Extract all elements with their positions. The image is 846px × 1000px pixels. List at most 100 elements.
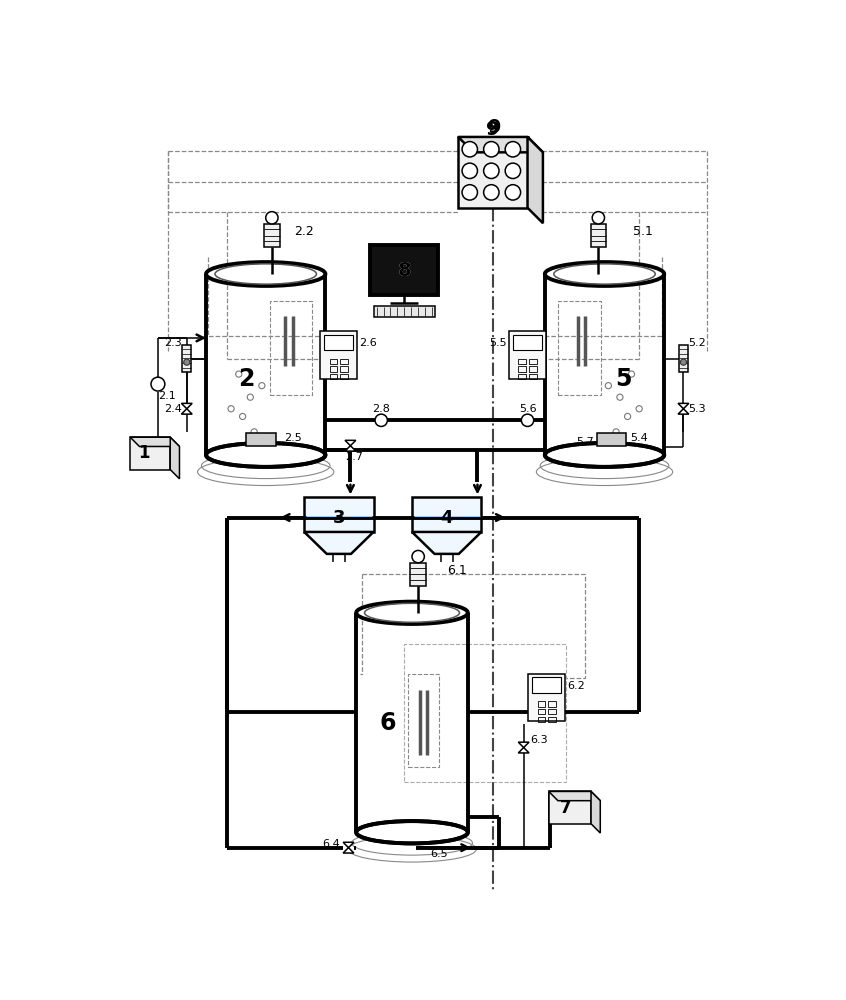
Polygon shape bbox=[130, 437, 179, 446]
Text: 5: 5 bbox=[616, 367, 632, 391]
Text: 2.4: 2.4 bbox=[164, 404, 182, 414]
Circle shape bbox=[375, 414, 387, 426]
Circle shape bbox=[505, 142, 520, 157]
Bar bbox=[374, 306, 435, 317]
Bar bbox=[529, 374, 536, 379]
Bar bbox=[410, 563, 426, 586]
Ellipse shape bbox=[356, 602, 468, 624]
Ellipse shape bbox=[545, 262, 664, 286]
Polygon shape bbox=[345, 446, 356, 451]
Text: 3: 3 bbox=[332, 509, 345, 527]
Bar bbox=[340, 359, 348, 364]
Circle shape bbox=[184, 359, 190, 365]
Polygon shape bbox=[170, 437, 179, 479]
Bar bbox=[340, 366, 348, 372]
Text: 6.5: 6.5 bbox=[430, 849, 448, 859]
Bar bbox=[264, 224, 279, 247]
Text: 6.2: 6.2 bbox=[567, 681, 585, 691]
Bar bbox=[509, 331, 546, 379]
Circle shape bbox=[462, 185, 477, 200]
Bar bbox=[519, 359, 526, 364]
Polygon shape bbox=[678, 403, 689, 409]
Text: 2.5: 2.5 bbox=[283, 433, 301, 443]
Circle shape bbox=[412, 550, 425, 563]
Text: 5.2: 5.2 bbox=[689, 338, 706, 348]
Bar bbox=[529, 366, 536, 372]
Bar bbox=[537, 701, 545, 707]
Circle shape bbox=[484, 185, 499, 200]
Bar bbox=[558, 301, 601, 395]
Text: 6.3: 6.3 bbox=[530, 735, 548, 745]
Bar bbox=[596, 433, 626, 446]
Bar bbox=[513, 335, 542, 350]
Bar bbox=[528, 674, 565, 721]
Bar bbox=[548, 709, 556, 714]
Bar bbox=[537, 717, 545, 722]
Bar bbox=[408, 674, 439, 767]
Bar bbox=[270, 301, 312, 395]
Ellipse shape bbox=[545, 443, 664, 467]
Bar bbox=[459, 137, 528, 208]
Text: 8: 8 bbox=[398, 261, 411, 280]
Bar bbox=[330, 359, 338, 364]
Text: 9: 9 bbox=[486, 120, 500, 139]
Text: 5.1: 5.1 bbox=[633, 225, 653, 238]
Ellipse shape bbox=[206, 443, 326, 467]
Circle shape bbox=[680, 359, 686, 365]
Text: 2.7: 2.7 bbox=[345, 452, 363, 462]
Circle shape bbox=[521, 414, 534, 426]
Polygon shape bbox=[678, 409, 689, 414]
Polygon shape bbox=[305, 532, 374, 554]
Text: 7: 7 bbox=[560, 799, 572, 817]
Circle shape bbox=[462, 163, 477, 179]
Polygon shape bbox=[519, 742, 529, 748]
Bar bbox=[591, 224, 606, 247]
Text: 8: 8 bbox=[398, 261, 411, 280]
Text: 6.1: 6.1 bbox=[447, 564, 466, 577]
Circle shape bbox=[505, 163, 520, 179]
Bar bbox=[246, 433, 276, 446]
Bar bbox=[532, 677, 562, 693]
Bar bbox=[548, 701, 556, 707]
Ellipse shape bbox=[356, 821, 468, 843]
Text: 4: 4 bbox=[441, 509, 453, 527]
Text: 2.2: 2.2 bbox=[294, 225, 314, 238]
Bar bbox=[330, 366, 338, 372]
Polygon shape bbox=[459, 137, 543, 152]
Bar bbox=[537, 709, 545, 714]
Text: 1: 1 bbox=[138, 444, 150, 462]
Bar bbox=[330, 374, 338, 379]
Circle shape bbox=[592, 212, 605, 224]
Ellipse shape bbox=[206, 262, 326, 286]
Bar bbox=[549, 791, 591, 824]
Text: 5.3: 5.3 bbox=[689, 404, 706, 414]
Bar bbox=[340, 374, 348, 379]
Bar bbox=[519, 374, 526, 379]
Bar bbox=[678, 345, 688, 372]
Polygon shape bbox=[181, 403, 192, 409]
Bar bbox=[519, 366, 526, 372]
Circle shape bbox=[462, 142, 477, 157]
Circle shape bbox=[484, 142, 499, 157]
Text: 9: 9 bbox=[488, 118, 502, 137]
Text: 5.6: 5.6 bbox=[519, 404, 536, 414]
Bar bbox=[412, 497, 481, 532]
Text: 5.5: 5.5 bbox=[490, 338, 507, 348]
Text: 2: 2 bbox=[239, 367, 255, 391]
Polygon shape bbox=[181, 409, 192, 414]
Polygon shape bbox=[345, 440, 356, 446]
Polygon shape bbox=[343, 842, 354, 848]
Text: 5.4: 5.4 bbox=[630, 433, 648, 443]
Circle shape bbox=[505, 185, 520, 200]
Circle shape bbox=[151, 377, 165, 391]
Polygon shape bbox=[519, 748, 529, 753]
Bar bbox=[130, 437, 170, 470]
Bar bbox=[548, 717, 556, 722]
Circle shape bbox=[266, 212, 278, 224]
Bar bbox=[404, 644, 566, 782]
Bar bbox=[529, 359, 536, 364]
Bar bbox=[321, 331, 357, 379]
Polygon shape bbox=[549, 791, 601, 801]
Bar bbox=[324, 335, 354, 350]
Polygon shape bbox=[343, 848, 354, 853]
